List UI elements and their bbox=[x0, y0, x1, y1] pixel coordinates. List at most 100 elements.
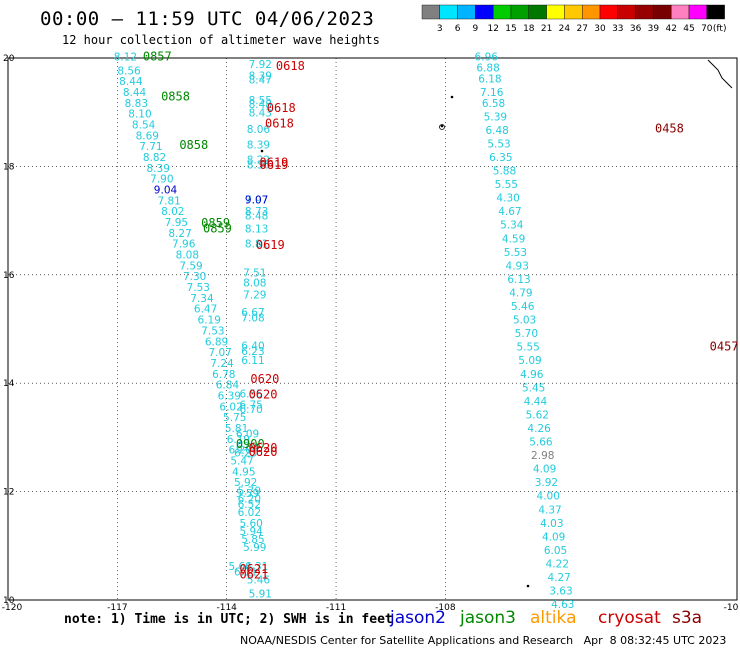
data-point: 8.81 bbox=[245, 239, 268, 251]
legend-cryosat: cryosat bbox=[598, 608, 661, 628]
data-point: 8.39 bbox=[147, 163, 170, 175]
y-tick-label: 16 bbox=[3, 271, 15, 281]
data-point: 5.09 bbox=[518, 355, 541, 367]
data-point: 3.92 bbox=[535, 477, 558, 489]
data-point: 6.52 bbox=[238, 499, 261, 511]
data-point: 8.36 bbox=[247, 160, 271, 172]
data-point: 4.63 bbox=[551, 599, 574, 610]
y-tick-label: 12 bbox=[3, 488, 14, 498]
footer-credit: NOAA/NESDIS Center for Satellite Applica… bbox=[240, 634, 727, 647]
data-point: 8.73 bbox=[245, 206, 268, 218]
data-point: 5.46 bbox=[511, 301, 535, 313]
x-tick-label: -117 bbox=[107, 603, 127, 610]
data-point: 6.35 bbox=[489, 152, 512, 164]
island-speck bbox=[440, 124, 444, 128]
time-label: 0618 bbox=[276, 59, 305, 73]
colorbar-label: 30 bbox=[594, 24, 606, 34]
data-point: 8.55 bbox=[249, 95, 272, 107]
y-tick-label: 10 bbox=[3, 596, 15, 606]
data-point: 5.75 bbox=[223, 412, 246, 424]
data-point: 7.24 bbox=[210, 358, 234, 370]
data-point: 6.40 bbox=[241, 341, 264, 353]
data-point: 8.06 bbox=[247, 124, 271, 136]
colorbar-label: 45 bbox=[683, 24, 694, 34]
data-point: 4.03 bbox=[540, 518, 563, 530]
data-point: 6.39 bbox=[218, 390, 241, 402]
data-point: 6.70 bbox=[239, 404, 262, 416]
data-point: 6.84 bbox=[216, 380, 240, 392]
colorbar-label: 21 bbox=[541, 24, 552, 34]
data-point: 6.67 bbox=[241, 307, 264, 319]
data-point: 5.79 bbox=[238, 485, 261, 497]
data-point: 8.12 bbox=[114, 52, 137, 64]
data-point: 6.75 bbox=[239, 400, 262, 412]
data-point: 4.37 bbox=[538, 504, 561, 516]
data-point: 6.02 bbox=[238, 507, 261, 519]
data-point: 4.44 bbox=[524, 396, 548, 408]
data-point: 5.91 bbox=[249, 588, 272, 600]
y-tick-label: 18 bbox=[3, 162, 15, 172]
data-point: 6.48 bbox=[485, 125, 508, 137]
time-label: 0619 bbox=[256, 238, 285, 252]
data-point: 6.78 bbox=[212, 369, 235, 381]
data-point: 7.51 bbox=[243, 267, 266, 279]
data-point: 4.93 bbox=[506, 260, 529, 272]
colorbar-label: 33 bbox=[612, 24, 623, 34]
data-point: 5.34 bbox=[500, 220, 524, 232]
data-point: 8.22 bbox=[247, 155, 270, 167]
data-point: 5.55 bbox=[495, 179, 518, 191]
data-point: 7.29 bbox=[243, 290, 266, 302]
data-point: 6.19 bbox=[198, 315, 221, 327]
time-label: 0859 bbox=[203, 222, 232, 236]
data-point: 5.53 bbox=[487, 138, 510, 150]
data-point: 5.70 bbox=[515, 328, 538, 340]
data-point: 8.48 bbox=[249, 99, 272, 111]
data-point: 4.09 bbox=[533, 464, 556, 476]
x-tick-label: -114 bbox=[216, 603, 237, 610]
data-point: 6.20 bbox=[238, 493, 261, 505]
data-point: 2.98 bbox=[531, 450, 554, 462]
data-point: 8.10 bbox=[128, 109, 151, 121]
data-point: 9.07 bbox=[245, 194, 268, 206]
data-point: 4.22 bbox=[546, 558, 569, 570]
plot-frame bbox=[7, 57, 738, 601]
data-point: 8.39 bbox=[249, 71, 272, 83]
data-point: 7.96 bbox=[172, 239, 196, 251]
colorbar-label: 12 bbox=[487, 24, 498, 34]
time-label: 0618 bbox=[267, 101, 296, 115]
data-point: 7.30 bbox=[183, 271, 206, 283]
data-point: 8.02 bbox=[161, 206, 184, 218]
data-point: 5.60 bbox=[239, 518, 262, 530]
data-point: 5.03 bbox=[513, 315, 536, 327]
data-point: 3.63 bbox=[549, 586, 572, 598]
data-point: 7.08 bbox=[241, 312, 264, 324]
data-point: 4.00 bbox=[537, 491, 560, 503]
data-point: 7.81 bbox=[157, 195, 180, 207]
x-tick-label: -120 bbox=[2, 603, 23, 610]
data-point: 5.92 bbox=[234, 477, 257, 489]
data-point: 6.58 bbox=[482, 98, 505, 110]
colorbar: 3 6 9 12 15 18 21 24 27 30 33 36 39 42 45 70 (ft) bbox=[421, 4, 726, 34]
colorbar-label: 42 bbox=[665, 24, 676, 34]
data-point: 5.99 bbox=[243, 542, 266, 554]
data-point: 5.55 bbox=[516, 342, 539, 354]
colorbar-label: 27 bbox=[576, 24, 587, 34]
data-point: 5.53 bbox=[504, 247, 527, 259]
data-point: 5.85 bbox=[241, 534, 264, 546]
data-point: 8.69 bbox=[136, 130, 159, 142]
data-point: 8.47 bbox=[249, 74, 272, 86]
data-point: 8.56 bbox=[117, 65, 141, 77]
time-label: 0619 bbox=[260, 158, 289, 172]
y-tick-label: 20 bbox=[3, 54, 15, 64]
data-point: 6.11 bbox=[241, 355, 264, 367]
data-point: 6.18 bbox=[478, 73, 501, 85]
island-speck bbox=[260, 149, 264, 153]
data-point: 8.83 bbox=[125, 98, 148, 110]
data-point: 6.20 bbox=[229, 445, 252, 457]
data-point: 4.96 bbox=[520, 369, 544, 381]
island-speck bbox=[526, 584, 530, 588]
data-point: 6.55 bbox=[239, 388, 262, 400]
data-point: 5.62 bbox=[526, 409, 549, 421]
data-point: 5.81 bbox=[225, 423, 248, 435]
time-label: 0457 bbox=[710, 340, 739, 354]
